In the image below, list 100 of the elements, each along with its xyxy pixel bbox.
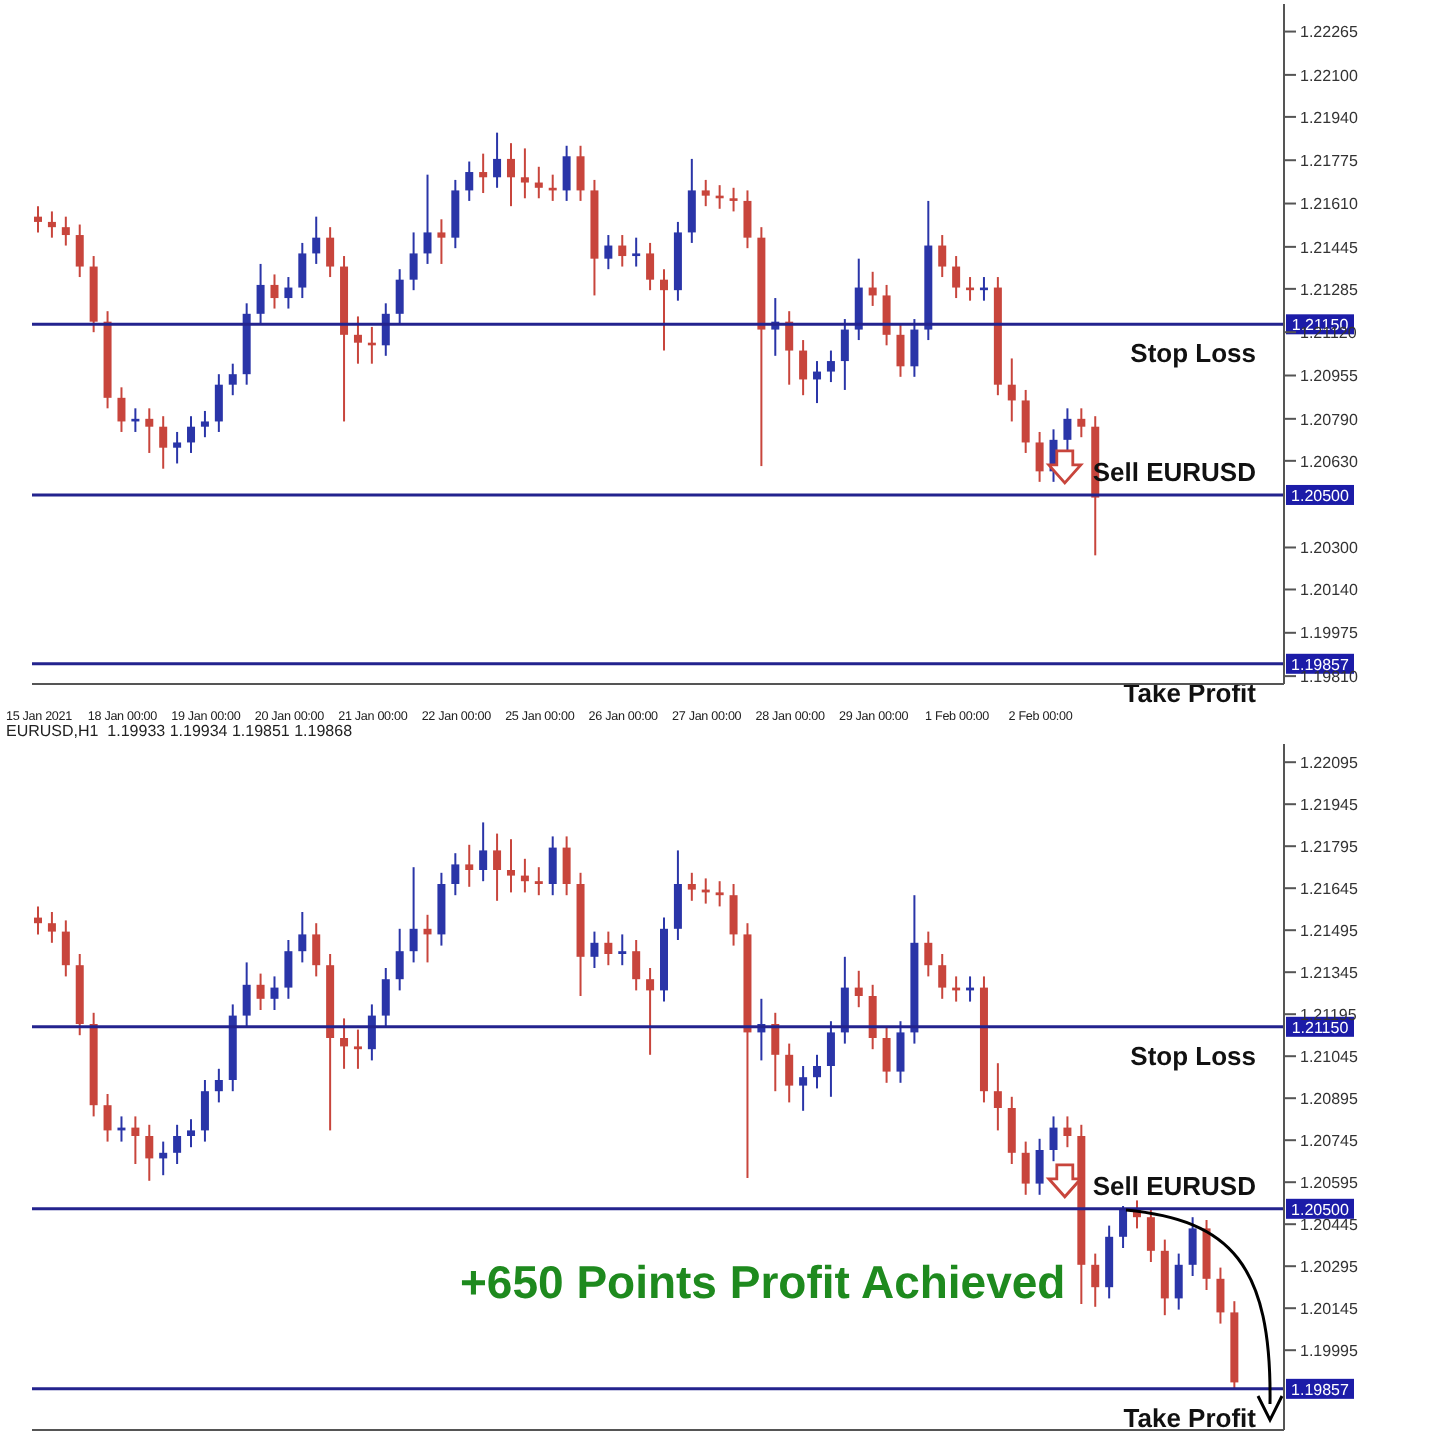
candlestick [618, 933, 627, 967]
candlestick [938, 953, 947, 1000]
candlestick [826, 349, 835, 384]
candlestick [173, 430, 182, 465]
candlestick [882, 283, 891, 347]
candlestick [47, 210, 56, 239]
candlestick [520, 147, 529, 200]
candlestick [200, 409, 209, 439]
y-tick-label: 1.20745 [1300, 1131, 1359, 1150]
candlestick [187, 1118, 196, 1149]
ref-line-label: Take Profit [1123, 1402, 1258, 1433]
candlestick [1007, 1095, 1016, 1165]
candlestick [1216, 1266, 1225, 1325]
candlestick [312, 215, 321, 265]
y-tick-label: 1.22265 [1300, 23, 1359, 42]
candlestick [646, 241, 655, 292]
candlestick [952, 255, 961, 300]
candlestick [1077, 407, 1086, 439]
y-tick-label: 1.22095 [1300, 753, 1359, 772]
y-tick-label: 1.20895 [1300, 1089, 1359, 1108]
candlestick [298, 241, 307, 300]
y-tick-label: 1.20140 [1300, 581, 1359, 600]
candlestick [993, 1062, 1002, 1132]
candlestick [882, 1025, 891, 1084]
candlestick [506, 142, 515, 208]
candlestick [103, 1093, 112, 1143]
chart-subtitle: EURUSD,H1 1.19933 1.19934 1.19851 1.19868 [6, 722, 353, 740]
candlestick [506, 838, 515, 894]
candlestick [34, 205, 42, 234]
candlestick [590, 930, 599, 969]
candlestick [785, 1042, 794, 1104]
candlestick [353, 1028, 362, 1070]
candlestick [715, 880, 724, 908]
y-tick-label: 1.21645 [1300, 879, 1359, 898]
candlestick [145, 407, 154, 454]
candlestick [61, 919, 70, 978]
y-tick-label: 1.20790 [1300, 410, 1359, 429]
candlestick [562, 144, 571, 202]
candlestick [938, 234, 947, 279]
candlestick [256, 262, 265, 326]
y-tick-label: 1.19975 [1300, 624, 1359, 643]
y-tick-label: 1.20630 [1300, 452, 1359, 471]
y-tick-label: 1.20295 [1300, 1257, 1359, 1276]
candlestick [1146, 1207, 1155, 1263]
candlestick [409, 231, 418, 292]
candlestick [896, 323, 905, 378]
candlestick [813, 1053, 822, 1090]
candlestick [799, 339, 808, 397]
text: 1.19857 [1291, 1380, 1351, 1399]
candlestick [729, 186, 738, 213]
y-tick-label: 1.20955 [1300, 367, 1359, 386]
candlestick [270, 975, 279, 1011]
candlestick [1021, 1140, 1030, 1196]
candlestick [604, 930, 613, 967]
y-tick-label: 1.21445 [1300, 238, 1359, 257]
candlestick [270, 273, 279, 310]
y-tick-label: 1.20595 [1300, 1173, 1359, 1192]
y-tick-label: 1.21495 [1300, 921, 1359, 940]
candlestick [840, 318, 849, 391]
candlestick [298, 911, 307, 964]
candlestick [1119, 1205, 1128, 1249]
candlestick [479, 821, 488, 883]
candlestick [604, 234, 613, 271]
candlestick [1035, 430, 1044, 483]
candlestick [799, 1065, 808, 1112]
candlestick [576, 144, 585, 202]
candlestick [1063, 407, 1072, 452]
y-tick-label: 1.20300 [1300, 539, 1359, 558]
candlestick [896, 1020, 905, 1084]
candlestick [423, 173, 432, 265]
y-tick-label: 1.21610 [1300, 195, 1359, 214]
candlestick [284, 939, 293, 1000]
candlestick [924, 930, 933, 978]
candlestick [284, 276, 293, 310]
text: 1.19857 [1291, 655, 1351, 674]
candlestick [117, 386, 126, 433]
candlestick [340, 1017, 349, 1070]
candlestick [854, 257, 863, 342]
candlestick [200, 1079, 209, 1143]
candlestick [437, 218, 446, 265]
candlestick [1049, 1115, 1058, 1163]
candlestick [534, 165, 543, 200]
candlestick [701, 178, 710, 208]
candlestick [465, 160, 474, 202]
candlestick [409, 866, 418, 964]
candlestick [353, 315, 362, 365]
candlestick [187, 415, 196, 454]
candlestick [256, 972, 265, 1011]
candlestick [242, 961, 251, 1028]
y-tick-label: 1.22100 [1300, 66, 1359, 85]
candlestick [548, 835, 557, 897]
candlestick [534, 866, 543, 897]
candlestick [61, 215, 70, 247]
candlestick [75, 223, 84, 279]
candlestick [868, 983, 877, 1051]
y-tick-label: 1.21945 [1300, 795, 1359, 814]
candlestick [1063, 1115, 1072, 1149]
ref-line-label: Stop Loss [1130, 1040, 1256, 1071]
y-tick-label: 1.21345 [1300, 963, 1359, 982]
candlestick [395, 927, 404, 992]
